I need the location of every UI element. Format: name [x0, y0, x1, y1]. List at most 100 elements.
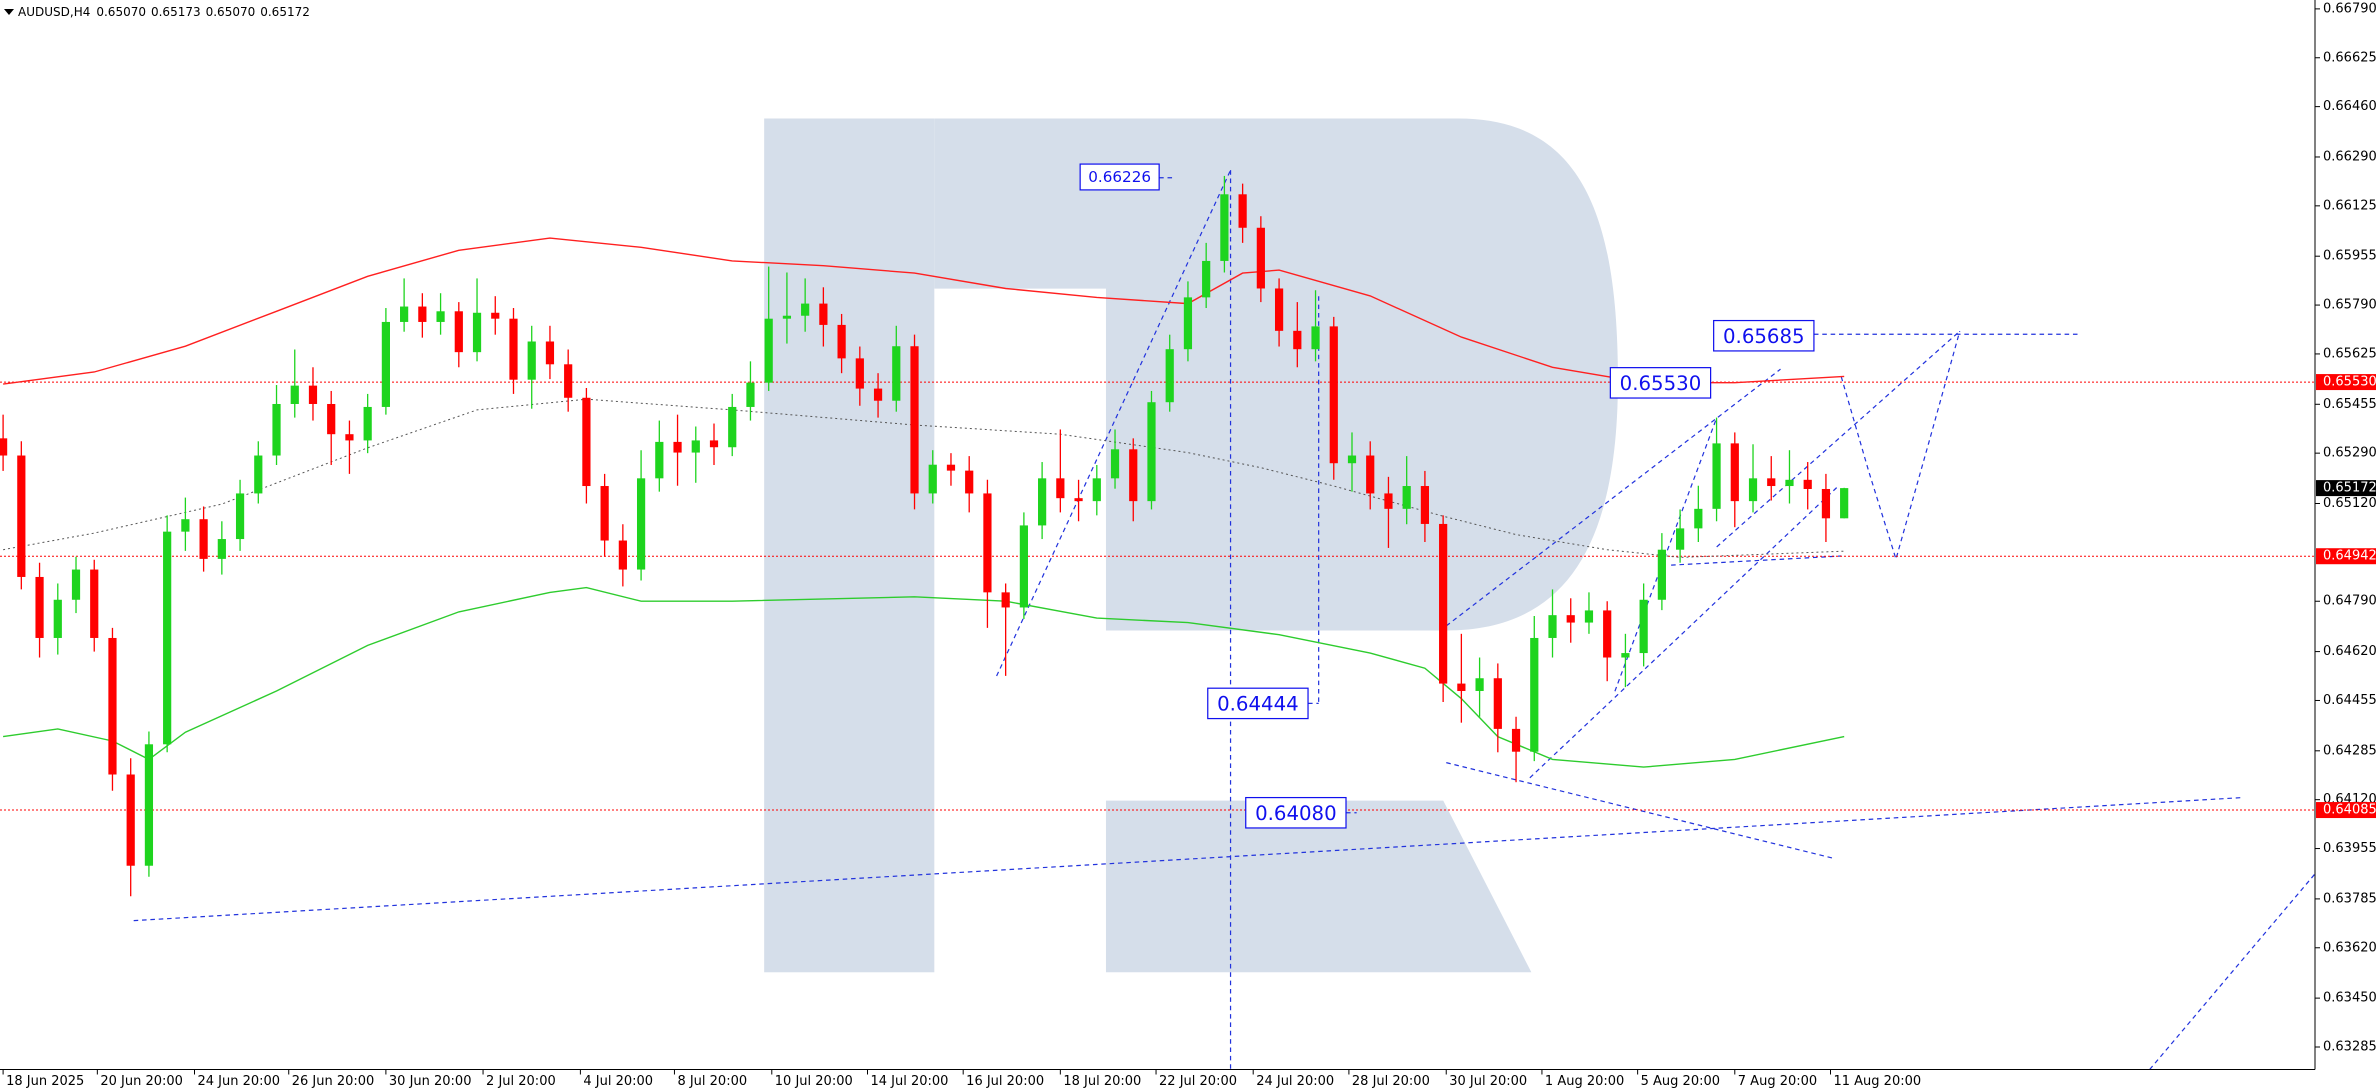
y-tick-label: 0.64620 — [2323, 644, 2376, 659]
candle-body — [819, 303, 828, 325]
candle-body — [1584, 610, 1594, 623]
candle-body — [1566, 615, 1575, 623]
trendline — [996, 169, 1232, 677]
candle-body — [873, 388, 883, 401]
x-tick-label: 30 Jul 20:00 — [1449, 1074, 1527, 1089]
candle-body — [1129, 449, 1138, 502]
x-tick-label: 11 Aug 20:00 — [1833, 1074, 1921, 1089]
candle-body — [235, 493, 245, 540]
x-tick-label: 10 Jul 20:00 — [775, 1074, 853, 1089]
x-tick-label: 22 Jul 20:00 — [1159, 1074, 1237, 1089]
watermark-stem — [764, 118, 935, 973]
candle-body — [217, 539, 226, 559]
y-tick-label: 0.64790 — [2323, 594, 2376, 609]
candle-body — [71, 569, 81, 600]
candle-body — [1347, 455, 1357, 464]
candle-body — [308, 385, 318, 404]
candle-body — [855, 358, 864, 389]
price-tag-label: 0.64942 — [2323, 549, 2376, 564]
trendline — [1445, 368, 1781, 627]
y-tick-label: 0.65625 — [2323, 346, 2376, 361]
candle-body — [1274, 288, 1284, 331]
watermark-bowl — [934, 118, 1618, 631]
annotation: 0.65685 — [1723, 325, 1805, 348]
candle-body — [837, 324, 846, 359]
candle-body — [181, 519, 190, 532]
candle-body — [35, 576, 44, 638]
candle-body — [381, 321, 390, 407]
candle-body — [1803, 479, 1812, 489]
candle-body — [1676, 528, 1685, 550]
x-tick-label: 24 Jul 20:00 — [1256, 1074, 1334, 1089]
candle-body — [1821, 488, 1831, 519]
symbol: AUDUSD,H4 — [18, 5, 90, 19]
price-tag — [2316, 802, 2376, 819]
annotation-box — [1609, 367, 1712, 399]
candle-body — [1402, 486, 1411, 509]
watermark — [764, 118, 1618, 973]
x-tick-label: 14 Jul 20:00 — [870, 1074, 948, 1089]
y-tick-label: 0.65120 — [2323, 496, 2376, 511]
candle-body — [345, 434, 354, 441]
candle-body — [199, 519, 208, 559]
candle-body — [928, 464, 937, 494]
candle-body — [163, 531, 172, 745]
candle-body — [801, 303, 810, 316]
candle-body — [600, 486, 609, 541]
y-tick-label: 0.63955 — [2323, 841, 2376, 856]
candle-body — [144, 744, 154, 866]
trendline — [1716, 330, 1961, 548]
chart-header: AUDUSD,H4 0.65070 0.65173 0.65070 0.65172 — [18, 5, 310, 19]
annotation: 0.66226 — [1088, 168, 1151, 186]
candle-body — [436, 311, 445, 322]
x-tick-label: 7 Aug 20:00 — [1738, 1074, 1817, 1089]
price-tag-label: 0.64085 — [2323, 803, 2376, 818]
y-tick-label: 0.66790 — [2323, 1, 2376, 16]
forecast-path — [1840, 331, 1961, 562]
candle-body — [1639, 599, 1648, 654]
candle-body — [1311, 326, 1320, 350]
trendline — [133, 796, 2243, 922]
candle-body — [636, 478, 646, 570]
candle-body — [1475, 678, 1484, 691]
candle-body — [746, 382, 755, 407]
header-high: 0.65173 — [151, 5, 201, 19]
y-tick-label: 0.63620 — [2323, 940, 2376, 955]
candle-body — [1384, 493, 1393, 509]
candle-body — [1293, 330, 1302, 350]
candle-body — [1110, 449, 1120, 479]
x-tick-label: 4 Jul 20:00 — [583, 1074, 653, 1089]
candle-body — [564, 364, 573, 398]
header-close: 0.65172 — [260, 5, 310, 19]
candle-body — [1329, 326, 1338, 464]
y-tick-label: 0.66125 — [2323, 198, 2376, 213]
candle-body — [1694, 508, 1703, 529]
moving-average — [3, 237, 1845, 385]
candle-body — [400, 306, 409, 322]
trendline — [2149, 873, 2316, 1070]
candle-body — [1439, 523, 1448, 684]
candle-body — [363, 406, 372, 441]
trendlines — [133, 169, 2316, 1070]
annotation: 0.65530 — [1620, 372, 1702, 395]
candle-body — [53, 599, 62, 638]
candle-body — [1074, 498, 1083, 502]
candle-body — [764, 318, 773, 383]
annotation: 0.64444 — [1217, 692, 1299, 715]
x-tick-label: 2 Jul 20:00 — [486, 1074, 556, 1089]
candle-body — [491, 312, 500, 319]
candle-body — [691, 440, 700, 453]
x-tick-label: 24 Jun 20:00 — [197, 1074, 280, 1089]
candle-body — [1183, 297, 1193, 350]
candle-body — [90, 569, 99, 638]
candle-body — [983, 493, 992, 593]
candle-body — [728, 406, 737, 448]
candle-body — [472, 312, 482, 353]
trendline — [1529, 485, 1839, 779]
candle-body — [254, 455, 263, 494]
candle-body — [1548, 615, 1557, 638]
candle-body — [618, 540, 627, 570]
candle-body — [709, 440, 719, 448]
